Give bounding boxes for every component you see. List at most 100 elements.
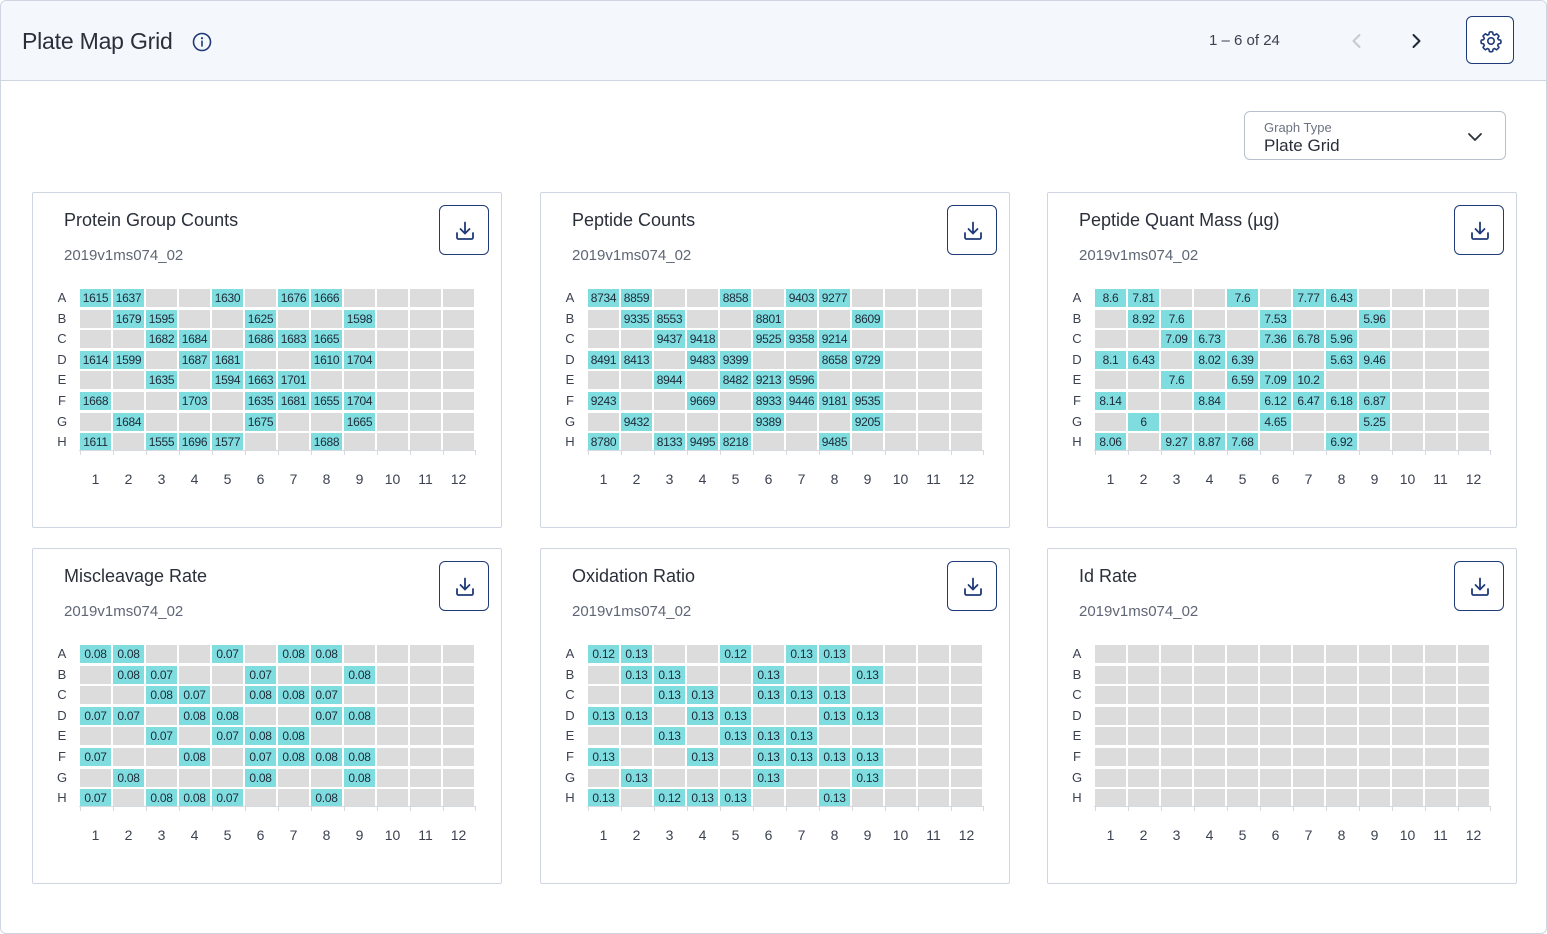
plate-well[interactable]: [1095, 309, 1126, 328]
download-button[interactable]: [439, 205, 489, 255]
plate-well[interactable]: [786, 309, 817, 328]
plate-well[interactable]: [1425, 330, 1456, 349]
plate-well[interactable]: [1293, 433, 1324, 452]
plate-well[interactable]: 9181: [819, 392, 850, 410]
plate-well[interactable]: 8609: [852, 309, 883, 328]
download-button[interactable]: [1454, 205, 1504, 255]
plate-well[interactable]: 8.14: [1095, 392, 1126, 410]
plate-well[interactable]: [720, 330, 751, 349]
plate-well[interactable]: [1095, 686, 1126, 705]
plate-well[interactable]: [819, 768, 850, 787]
plate-well[interactable]: 0.08: [146, 686, 177, 705]
plate-well[interactable]: 0.08: [344, 748, 375, 766]
plate-well[interactable]: [344, 645, 375, 663]
plate-well[interactable]: 0.07: [146, 665, 177, 684]
plate-well[interactable]: [410, 768, 441, 787]
plate-well[interactable]: 9335: [621, 309, 652, 328]
plate-well[interactable]: 0.13: [819, 706, 850, 725]
plate-well[interactable]: [588, 768, 619, 787]
plate-well[interactable]: 9525: [753, 330, 784, 349]
plate-well[interactable]: [1425, 706, 1456, 725]
plate-well[interactable]: [951, 727, 982, 746]
plate-well[interactable]: 1681: [278, 392, 309, 410]
plate-well[interactable]: [410, 706, 441, 725]
plate-well[interactable]: [1260, 727, 1291, 746]
plate-well[interactable]: [918, 768, 949, 787]
plate-well[interactable]: [951, 768, 982, 787]
plate-well[interactable]: 1684: [113, 412, 144, 431]
plate-well[interactable]: [1392, 309, 1423, 328]
plate-well[interactable]: [212, 309, 243, 328]
plate-well[interactable]: [179, 645, 210, 663]
plate-well[interactable]: [1425, 309, 1456, 328]
plate-well[interactable]: 1668: [80, 392, 111, 410]
plate-well[interactable]: [885, 433, 916, 452]
plate-well[interactable]: 9418: [687, 330, 718, 349]
plate-well[interactable]: [113, 727, 144, 746]
plate-well[interactable]: 0.13: [852, 748, 883, 766]
plate-well[interactable]: [1161, 706, 1192, 725]
plate-well[interactable]: 1555: [146, 433, 177, 452]
plate-well[interactable]: [621, 433, 652, 452]
plate-well[interactable]: [80, 768, 111, 787]
plate-well[interactable]: 0.12: [588, 645, 619, 663]
plate-well[interactable]: [654, 289, 685, 307]
plate-well[interactable]: [1194, 412, 1225, 431]
plate-well[interactable]: [410, 433, 441, 452]
plate-well[interactable]: 1611: [80, 433, 111, 452]
plate-well[interactable]: [687, 665, 718, 684]
plate-well[interactable]: 0.13: [786, 645, 817, 663]
plate-well[interactable]: [179, 371, 210, 390]
plate-well[interactable]: 0.08: [344, 665, 375, 684]
plate-well[interactable]: [212, 686, 243, 705]
plate-well[interactable]: 1688: [311, 433, 342, 452]
plate-well[interactable]: 0.08: [344, 768, 375, 787]
plate-well[interactable]: 0.13: [753, 768, 784, 787]
plate-well[interactable]: [1194, 289, 1225, 307]
plate-well[interactable]: [1194, 789, 1225, 808]
plate-well[interactable]: [212, 748, 243, 766]
plate-well[interactable]: 0.08: [278, 645, 309, 663]
plate-well[interactable]: 6.59: [1227, 371, 1258, 390]
plate-well[interactable]: [377, 665, 408, 684]
plate-well[interactable]: 0.07: [212, 789, 243, 808]
plate-well[interactable]: [146, 706, 177, 725]
plate-well[interactable]: 1615: [80, 289, 111, 307]
plate-well[interactable]: [1194, 768, 1225, 787]
plate-well[interactable]: [621, 686, 652, 705]
plate-well[interactable]: 9437: [654, 330, 685, 349]
plate-well[interactable]: [753, 289, 784, 307]
plate-well[interactable]: [918, 433, 949, 452]
plate-well[interactable]: 9399: [720, 350, 751, 369]
plate-well[interactable]: 9358: [786, 330, 817, 349]
plate-well[interactable]: [588, 371, 619, 390]
plate-well[interactable]: [918, 350, 949, 369]
plate-well[interactable]: [951, 645, 982, 663]
plate-well[interactable]: [377, 392, 408, 410]
plate-well[interactable]: [1095, 645, 1126, 663]
plate-well[interactable]: 0.13: [588, 789, 619, 808]
plate-well[interactable]: [344, 789, 375, 808]
info-icon[interactable]: [192, 32, 212, 52]
plate-well[interactable]: [951, 433, 982, 452]
plate-well[interactable]: [1425, 289, 1456, 307]
plate-well[interactable]: 6.78: [1293, 330, 1324, 349]
plate-well[interactable]: [720, 412, 751, 431]
plate-well[interactable]: [654, 412, 685, 431]
plate-well[interactable]: 0.13: [786, 727, 817, 746]
plate-well[interactable]: [245, 645, 276, 663]
plate-well[interactable]: [588, 412, 619, 431]
plate-well[interactable]: 9729: [852, 350, 883, 369]
plate-well[interactable]: [1359, 289, 1390, 307]
plate-well[interactable]: [1392, 665, 1423, 684]
plate-well[interactable]: [786, 665, 817, 684]
plate-well[interactable]: [344, 686, 375, 705]
plate-well[interactable]: 1679: [113, 309, 144, 328]
plate-well[interactable]: 8.1: [1095, 350, 1126, 369]
plate-well[interactable]: [918, 371, 949, 390]
plate-well[interactable]: [1194, 665, 1225, 684]
plate-well[interactable]: 0.07: [245, 665, 276, 684]
plate-well[interactable]: [443, 289, 474, 307]
plate-well[interactable]: [443, 309, 474, 328]
plate-well[interactable]: [1359, 727, 1390, 746]
